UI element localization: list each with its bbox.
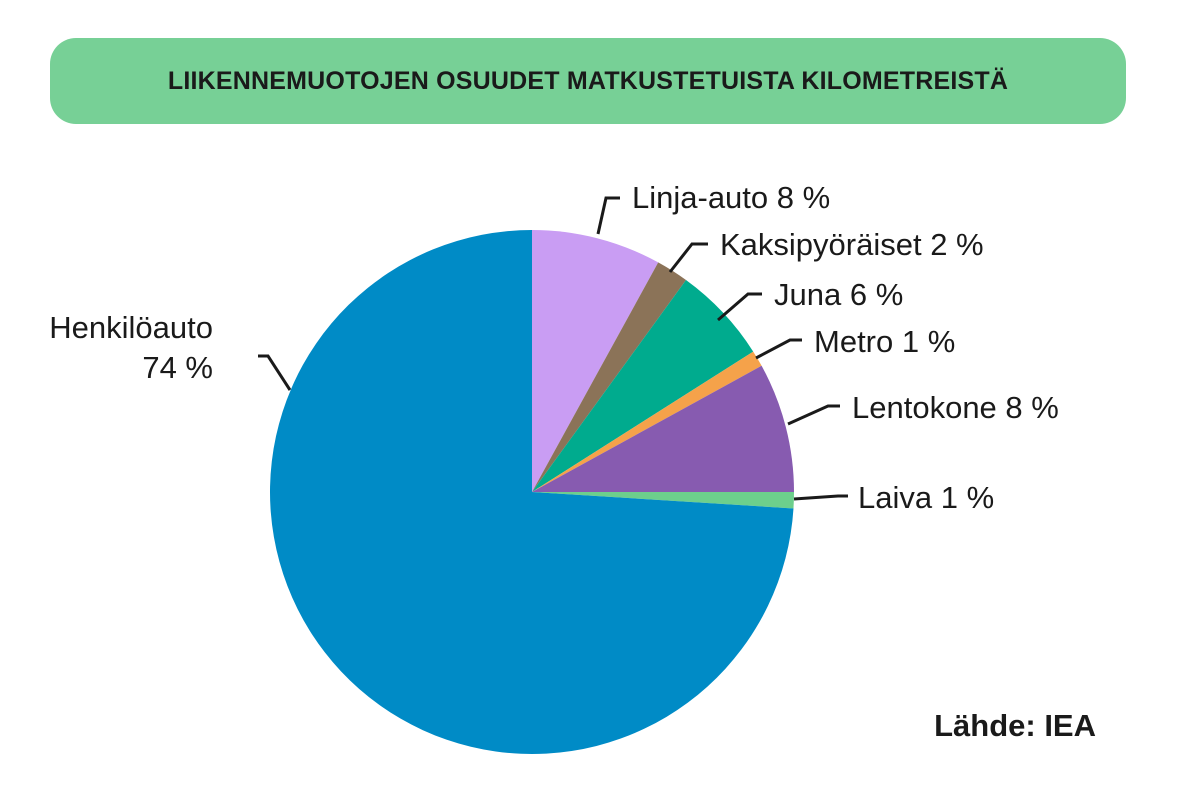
pie-slice-metro [532,351,762,492]
slice-label: Lentokone 8 % [852,390,1059,425]
pie-slice-kaksipy-r-iset [532,262,686,492]
pie-slice-lentokone [532,365,794,492]
slice-label: Henkilöauto 74 % [49,310,213,385]
slice-label: Juna 6 % [774,277,903,312]
title-banner: LIIKENNEMUOTOJEN OSUUDET MATKUSTETUISTA … [50,38,1126,124]
leader-line [793,494,848,501]
pie-slice-juna [532,280,754,492]
leader-line [755,338,802,360]
pie-slice-laiva [532,492,794,509]
slice-label: Laiva 1 % [858,480,994,515]
leader-line [258,354,292,391]
leader-line [717,292,762,322]
slice-label: Metro 1 % [814,324,955,359]
slice-label-line: Henkilöauto [49,310,213,345]
leader-line [596,196,620,235]
leader-line [787,404,840,426]
leader-lines [258,196,848,501]
chart-title: LIIKENNEMUOTOJEN OSUUDET MATKUSTETUISTA … [167,66,1009,95]
slice-labels: Linja-auto 8 % Kaksipyöräiset 2 % Juna 6 %… [49,180,1059,515]
source-label: Lähde: IEA [934,708,1096,743]
leader-line [668,242,708,273]
pie-slice-henkil-auto [269,230,794,754]
slice-label-line: 74 % [142,350,213,385]
pie-slice-linja-auto [532,230,659,492]
slice-label: Linja-auto 8 % [632,180,830,215]
pie-slices [269,230,794,754]
slice-label: Kaksipyöräiset 2 % [720,227,984,262]
